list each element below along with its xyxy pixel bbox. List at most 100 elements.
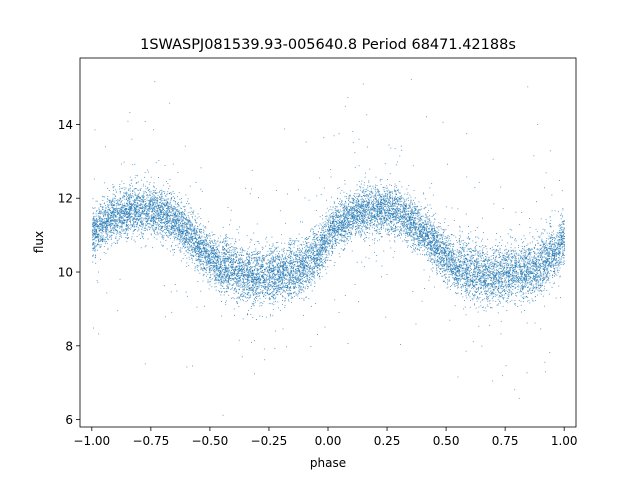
data-point [471,287,472,289]
data-point [132,219,134,221]
data-point [447,254,449,256]
data-point [162,203,164,204]
data-point [457,278,459,279]
data-point [216,253,218,254]
data-point [151,211,153,212]
data-point [294,283,296,284]
data-point [175,212,176,214]
data-point [369,228,371,230]
data-point [146,195,148,197]
data-point [514,288,516,289]
data-point [159,218,161,219]
data-point [181,243,183,245]
data-point [399,193,401,194]
data-point [487,290,489,292]
data-point [535,269,537,271]
data-point [242,275,244,277]
data-point [356,216,358,218]
data-point [317,264,319,266]
data-point [271,236,273,238]
data-point [438,260,440,262]
data-point [492,289,494,290]
data-point [397,200,398,201]
data-point [278,278,279,279]
data-point [516,292,518,293]
data-point [387,229,389,231]
data-point [558,249,560,251]
data-point [275,288,277,289]
data-point [336,211,338,212]
data-point [390,201,391,202]
data-point [404,239,405,241]
data-point [485,285,487,287]
data-point [367,186,369,188]
data-point [104,221,106,222]
data-point [481,240,482,242]
data-point [123,204,125,206]
data-point [345,216,347,217]
data-point [411,224,413,226]
data-point [148,226,150,228]
data-point [401,204,402,205]
data-point [477,266,479,268]
data-point [190,225,192,227]
data-point [103,196,105,197]
data-point [492,255,494,256]
data-point [135,213,137,214]
data-point [197,225,199,227]
data-point [316,265,318,266]
data-point [205,245,206,246]
data-point [368,257,370,259]
data-point [486,298,487,300]
data-point [258,278,260,280]
data-point [458,267,459,269]
data-point [529,271,531,273]
data-point [555,236,557,238]
data-point [228,271,230,273]
data-point [542,251,543,253]
data-point [361,200,363,202]
data-point [381,211,383,213]
data-point [509,259,511,261]
data-point [208,244,210,246]
data-point [155,203,156,205]
data-point [119,220,121,221]
data-point [300,263,302,265]
data-point [353,211,355,213]
data-point [489,269,491,271]
data-point [98,207,100,209]
data-point [254,254,255,255]
data-point [302,259,304,261]
data-point [473,271,475,273]
data-point [290,269,292,271]
data-point [503,272,505,273]
data-point [350,232,352,234]
data-point [92,223,94,225]
data-point [518,257,519,259]
data-point [190,235,191,237]
data-point [435,260,437,261]
data-point [114,226,116,228]
data-point [252,285,254,287]
data-point [238,274,239,276]
data-point [212,265,214,267]
data-point [482,281,484,282]
data-point [156,205,157,207]
data-point [391,227,393,229]
data-point [311,276,313,277]
data-point [387,200,389,202]
data-point [244,292,246,294]
data-point [525,280,527,282]
data-point [257,269,259,270]
data-point [281,283,282,285]
data-point [213,253,215,255]
data-point [314,262,316,264]
data-point [477,261,479,262]
data-point [275,292,277,294]
data-point [205,245,207,247]
data-point [421,224,423,225]
data-point [301,278,303,280]
data-point [215,268,217,270]
data-point [98,217,100,219]
data-point [183,236,185,238]
